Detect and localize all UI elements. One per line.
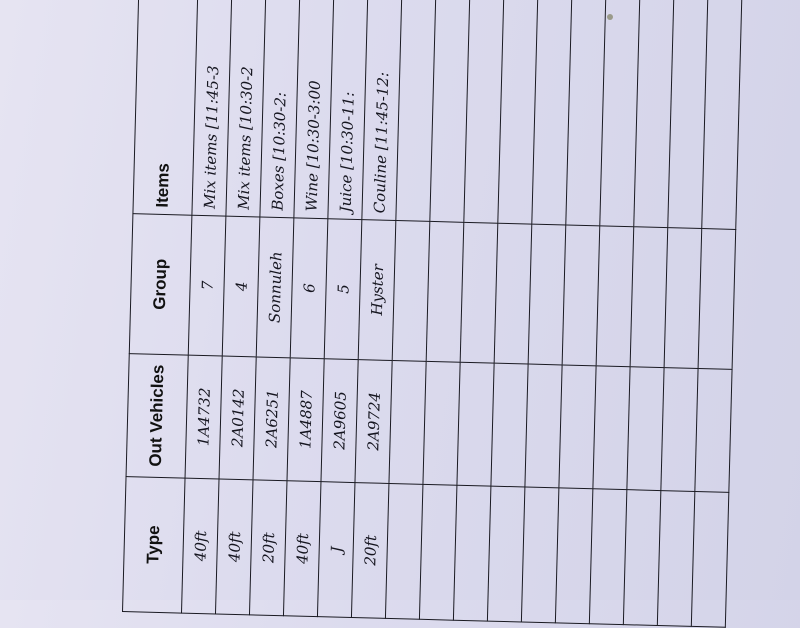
cell-type [657,490,695,627]
cell-group [528,223,566,365]
cell-out-vehicle [422,361,461,485]
cell-out-vehicle: 2A9605 [320,358,359,483]
cell-out-vehicle [524,363,563,488]
cell-out-vehicle: 1A4887 [287,357,325,482]
cell-type: 40ft [215,478,254,615]
cell-group [392,220,430,362]
cell-group: Hyster [358,219,396,361]
cell-type: 20ft [351,482,389,619]
cell-out-vehicle [388,360,427,485]
handwritten-form: Type Out Vehicles Group Items 40ft 1A4732… [122,0,744,628]
cell-type [487,485,525,622]
cell-group: Sonnuleh [256,216,294,358]
header-out-vehicles: Out Vehicles [126,353,189,478]
cell-group: 5 [324,218,362,360]
cell-out-vehicle: 2A0142 [219,355,257,480]
cell-group [630,226,668,368]
cell-type [453,484,491,622]
cell-type [385,483,423,620]
cell-type: J [317,481,355,618]
cell-out-vehicle [558,364,597,489]
cell-out-vehicle [456,362,495,486]
cell-type [623,489,661,626]
cell-type: 40ft [181,477,220,614]
cell-group [562,224,600,366]
cell-items [701,0,744,230]
cell-out-vehicle [592,365,631,490]
cell-group [664,227,702,369]
cell-type [555,487,593,624]
cell-type: 20ft [249,479,288,616]
cell-group: 4 [222,215,260,357]
cell-out-vehicle: 1A4732 [185,355,223,479]
cell-out-vehicle: 2A6251 [253,356,291,481]
cell-type: 40ft [283,480,321,617]
cell-type [691,491,729,628]
cell-group [460,222,498,364]
paper-mark [607,14,613,20]
cell-type [521,486,559,623]
cell-out-vehicle [490,363,529,487]
cell-out-vehicle [626,366,665,491]
cell-type [589,488,627,625]
cell-out-vehicle [694,368,733,493]
header-items: Items [132,0,200,215]
cell-group: 7 [188,214,226,356]
cell-group [698,228,736,370]
cell-group: 6 [290,217,328,359]
cell-out-vehicle: 2A9724 [354,359,393,484]
header-type: Type [122,476,186,614]
cell-group [426,221,464,363]
cell-group [596,225,634,367]
cell-out-vehicle [660,367,699,492]
cell-group [494,222,532,364]
vehicle-log-table: Type Out Vehicles Group Items 40ft 1A4732… [122,0,744,628]
header-group: Group [129,213,192,356]
